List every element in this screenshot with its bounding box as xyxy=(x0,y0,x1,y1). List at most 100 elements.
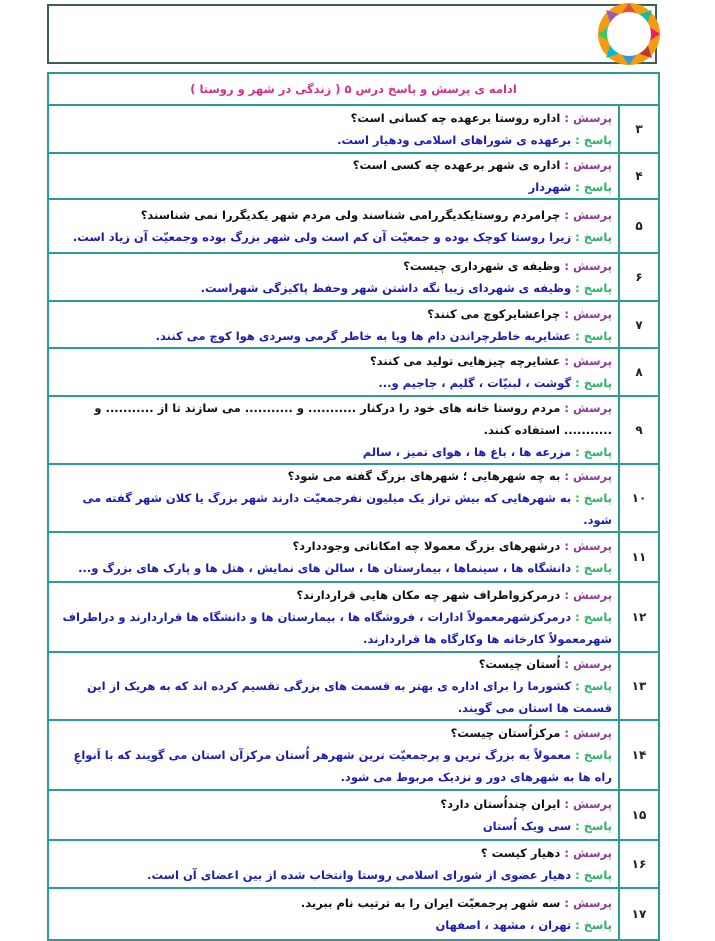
answer-label: پاسخ : xyxy=(575,491,612,505)
question-label: پرسش : xyxy=(564,158,612,172)
answer-text: تهران ، مشهد ، اصفهان xyxy=(435,918,572,932)
answer-label: پاسخ : xyxy=(575,819,612,833)
answer-text: معمولاً به بزرگ ترین و پرجمعیّت ترین شهر… xyxy=(73,748,612,784)
qa-cell: پرسش : ایران چنداُستان دارد؟ پاسخ : سی و… xyxy=(47,789,620,841)
row-number: ۳ xyxy=(618,104,660,154)
table-row: ۸ پرسش : عشایرچه چیزهایی تولید می کنند؟ … xyxy=(47,347,660,397)
question-label: پرسش : xyxy=(564,354,612,368)
answer: پاسخ : برعهده ی شوراهای اسلامی ودهیار اس… xyxy=(55,129,612,151)
answer: پاسخ : سی ویک اُستان xyxy=(55,815,612,837)
question-label: پرسش : xyxy=(564,539,612,553)
answer: پاسخ : معمولاً به بزرگ ترین و پرجمعیّت ت… xyxy=(55,744,612,788)
question-text: مرکزاُستان چیست؟ xyxy=(450,726,561,740)
question: پرسش : چرامردم روستایکدیگررامی شناسند ول… xyxy=(55,204,612,226)
question: پرسش : عشایرچه چیزهایی تولید می کنند؟ xyxy=(55,350,612,372)
question: پرسش : اداره ی شهر برعهده چه کسی است؟ xyxy=(55,154,612,176)
question-text: ایران چنداُستان دارد؟ xyxy=(440,797,561,811)
answer-text: دانشگاه ها ، سینماها ، بیمارستان ها ، سا… xyxy=(78,561,572,575)
table-row: ۷ پرسش : چراعشایرکوچ می کنند؟ پاسخ : عشا… xyxy=(47,300,660,349)
question: پرسش : دهیار کیست ؟ xyxy=(55,842,612,864)
qa-cell: پرسش : چراعشایرکوچ می کنند؟ پاسخ : عشایر… xyxy=(47,300,620,349)
answer: پاسخ : مزرعه ها ، باغ ها ، هوای تمیز ، س… xyxy=(55,441,612,463)
answer: پاسخ : به شهرهایی که بیش تراز یک میلیون … xyxy=(55,487,612,531)
answer-label: پاسخ : xyxy=(575,133,612,147)
question-text: اداره روستا برعهده چه کسانی است؟ xyxy=(350,111,561,125)
table-row: ۱۶ پرسش : دهیار کیست ؟ پاسخ : دهیار عضوی… xyxy=(47,839,660,889)
answer: پاسخ : زیرا روستا کوچک بوده و جمعیّت آن … xyxy=(55,226,612,248)
qa-cell: پرسش : به چه شهرهایی ؛ شهرهای بزرگ گفته … xyxy=(47,463,620,533)
answer-text: به شهرهایی که بیش تراز یک میلیون نفرجمعی… xyxy=(82,491,612,527)
question-label: پرسش : xyxy=(564,726,612,740)
table-row: ۱۲ پرسش : درمرکزواطراف شهر چه مکان هایی … xyxy=(47,581,660,653)
question-label: پرسش : xyxy=(564,401,612,415)
question-label: پرسش : xyxy=(564,259,612,273)
question-text: سه شهر پرجمعیّت ایران را به ترتیب نام بب… xyxy=(300,896,561,910)
table-row: ۱۴ پرسش : مرکزاُستان چیست؟ پاسخ : معمولا… xyxy=(47,719,660,791)
question: پرسش : درمرکزواطراف شهر چه مکان هایی قرا… xyxy=(55,584,612,606)
answer-text: زیرا روستا کوچک بوده و جمعیّت آن کم است … xyxy=(72,230,572,244)
question-text: چراعشایرکوچ می کنند؟ xyxy=(427,306,561,321)
answer-label: پاسخ : xyxy=(575,679,612,693)
question-text: اُستان چیست؟ xyxy=(478,657,561,671)
qa-cell: پرسش : اُستان چیست؟ پاسخ : کشورما را برا… xyxy=(47,651,620,721)
qa-cell: پرسش : مردم روستا خانه های خود را درکنار… xyxy=(47,395,620,465)
question: پرسش : وظیفه ی شهرداری چیست؟ xyxy=(55,255,612,277)
answer: پاسخ : وظیفه ی شهردای زیبا نگه داشتن شهر… xyxy=(55,277,612,299)
table-row: ۵ پرسش : چرامردم روستایکدیگررامی شناسند … xyxy=(47,198,660,254)
row-number: ۱۲ xyxy=(618,581,660,653)
question-text: درمرکزواطراف شهر چه مکان هایی قراردارند؟ xyxy=(296,588,561,602)
question-text: دهیار کیست ؟ xyxy=(480,846,561,860)
question-label: پرسش : xyxy=(564,896,612,910)
question-text: وظیفه ی شهرداری چیست؟ xyxy=(403,259,561,273)
question: پرسش : به چه شهرهایی ؛ شهرهای بزرگ گفته … xyxy=(55,465,612,487)
answer-label: پاسخ : xyxy=(575,610,612,624)
answer-text: وظیفه ی شهردای زیبا نگه داشتن شهر وحفظ پ… xyxy=(200,281,572,295)
row-number: ۷ xyxy=(618,300,660,349)
answer: پاسخ : دانشگاه ها ، سینماها ، بیمارستان … xyxy=(55,557,612,579)
row-number: ۱۳ xyxy=(618,651,660,721)
question-label: پرسش : xyxy=(564,208,612,222)
school-logo xyxy=(598,3,660,65)
row-number: ۹ xyxy=(618,395,660,465)
question-label: پرسش : xyxy=(564,111,612,125)
answer-label: پاسخ : xyxy=(575,281,612,295)
table-row: ۳ پرسش : اداره روستا برعهده چه کسانی است… xyxy=(47,104,660,154)
table-row: ۶ پرسش : وظیفه ی شهرداری چیست؟ پاسخ : وظ… xyxy=(47,252,660,302)
question-text: عشایرچه چیزهایی تولید می کنند؟ xyxy=(370,354,561,368)
question: پرسش : ایران چنداُستان دارد؟ xyxy=(55,793,612,815)
answer-text: درمرکزشهرمعمولاً ادارات ، فروشگاه ها ، ب… xyxy=(62,610,612,646)
answer-text: سی ویک اُستان xyxy=(482,819,572,833)
answer-label: پاسخ : xyxy=(575,376,612,390)
answer: پاسخ : گوشت ، لبنیّات ، گلیم ، جاجیم و..… xyxy=(55,372,612,394)
row-number: ۵ xyxy=(618,198,660,254)
question-label: پرسش : xyxy=(564,657,612,671)
answer-text: شهردار xyxy=(528,180,572,194)
answer-label: پاسخ : xyxy=(575,748,612,762)
qa-cell: پرسش : سه شهر پرجمعیّت ایران را به ترتیب… xyxy=(47,887,620,941)
answer: پاسخ : دهیار عضوی از شورای اسلامی روستا … xyxy=(55,864,612,886)
qa-cell: پرسش : چرامردم روستایکدیگررامی شناسند ول… xyxy=(47,198,620,254)
answer: پاسخ : درمرکزشهرمعمولاً ادارات ، فروشگاه… xyxy=(55,606,612,650)
row-number: ۱۰ xyxy=(618,463,660,533)
question: پرسش : درشهرهای بزرگ معمولا چه امکاناتی … xyxy=(55,535,612,557)
row-number: ۱۷ xyxy=(618,887,660,941)
answer-text: دهیار عضوی از شورای اسلامی روستا وانتخاب… xyxy=(147,868,572,882)
qa-cell: پرسش : مرکزاُستان چیست؟ پاسخ : معمولاً ب… xyxy=(47,719,620,791)
question-label: پرسش : xyxy=(564,797,612,811)
row-number: ۱۱ xyxy=(618,531,660,583)
table-row: ۹ پرسش : مردم روستا خانه های خود را درکن… xyxy=(47,395,660,465)
table-title: ادامه ی پرسش و پاسخ درس ۵ ( زندگی در شهر… xyxy=(47,72,660,106)
question-label: پرسش : xyxy=(564,469,612,483)
question-text: اداره ی شهر برعهده چه کسی است؟ xyxy=(352,158,561,172)
answer: پاسخ : تهران ، مشهد ، اصفهان xyxy=(55,914,612,936)
answer-label: پاسخ : xyxy=(575,918,612,932)
row-number: ۸ xyxy=(618,347,660,397)
qa-cell: پرسش : اداره ی شهر برعهده چه کسی است؟ پا… xyxy=(47,152,620,200)
qa-table: ادامه ی پرسش و پاسخ درس ۵ ( زندگی در شهر… xyxy=(47,72,660,941)
table-row: ۱۳ پرسش : اُستان چیست؟ پاسخ : کشورما را … xyxy=(47,651,660,721)
answer-label: پاسخ : xyxy=(575,868,612,882)
answer-label: پاسخ : xyxy=(575,561,612,575)
answer-label: پاسخ : xyxy=(575,180,612,194)
table-row: ۱۱ پرسش : درشهرهای بزرگ معمولا چه امکانا… xyxy=(47,531,660,583)
answer: پاسخ : شهردار xyxy=(55,176,612,198)
